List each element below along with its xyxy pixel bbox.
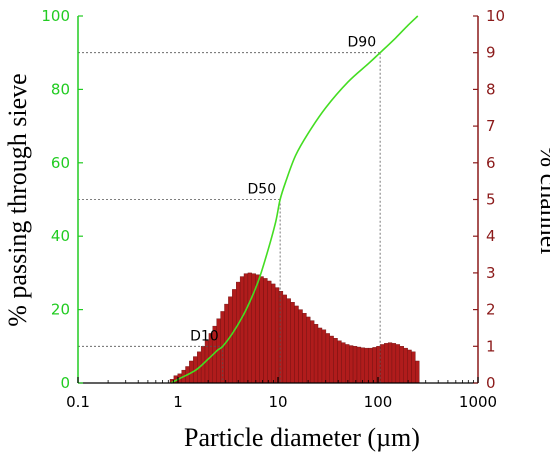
cumulative-line-layer <box>170 15 419 384</box>
bar <box>306 316 311 384</box>
bar <box>286 298 291 384</box>
bar <box>349 345 354 384</box>
bar <box>384 343 389 384</box>
bar <box>271 283 276 384</box>
x-tick-label: 10 <box>268 393 287 411</box>
x-tick-label: 100 <box>364 393 393 411</box>
y-right-tick-label: 8 <box>486 80 496 98</box>
y-right-tick-label: 9 <box>486 44 496 62</box>
y-left-tick-label: 0 <box>60 374 70 392</box>
x-tick-label: 1 <box>173 393 183 411</box>
bar <box>329 335 334 384</box>
bar <box>259 276 264 384</box>
bar <box>310 320 315 384</box>
x-tick-label: 1000 <box>459 393 497 411</box>
y-right-tick-label: 1 <box>486 337 496 355</box>
annotation-label: D90 <box>348 35 377 51</box>
bar <box>403 347 408 384</box>
bar <box>290 302 295 384</box>
x-tick-label: 0.1 <box>66 393 90 411</box>
bar <box>239 276 245 384</box>
bar <box>380 344 385 384</box>
y-right-tick-label: 0 <box>486 374 496 392</box>
bar <box>294 305 299 384</box>
bar <box>345 344 350 384</box>
bar <box>313 324 319 384</box>
bar <box>387 342 393 384</box>
bar <box>298 309 303 384</box>
bar <box>341 342 346 384</box>
bar <box>411 351 416 384</box>
bar <box>407 349 412 384</box>
y-left-tick-label: 40 <box>51 227 70 245</box>
y-left-tick-label: 20 <box>51 301 70 319</box>
bar <box>399 346 404 384</box>
y-right-tick-label: 4 <box>486 227 496 245</box>
bar <box>372 347 377 384</box>
bar <box>395 344 401 384</box>
bar <box>368 347 373 384</box>
annotations-layer: D10 D50 D90 <box>190 35 376 345</box>
y-left-tick-label: 60 <box>51 154 70 172</box>
bar <box>360 347 365 384</box>
y-right-tick-label: 10 <box>486 7 505 25</box>
bar <box>317 327 323 384</box>
y-left-tick-label: 100 <box>41 7 70 25</box>
y-right-tick-label: 2 <box>486 301 496 319</box>
bar <box>352 346 358 384</box>
y-right-tick-label: 3 <box>486 264 496 282</box>
reference-lines <box>78 52 381 383</box>
bar <box>263 278 268 384</box>
bar <box>302 313 307 384</box>
bar <box>267 280 272 384</box>
bar <box>278 291 284 384</box>
cumulative-line <box>170 15 419 384</box>
bar <box>321 329 327 384</box>
y-axis-right-title: % channel <box>535 145 550 254</box>
y-right-tick-label: 7 <box>486 117 496 135</box>
bar <box>333 338 338 384</box>
bar <box>255 274 260 384</box>
bar <box>236 281 241 384</box>
bar <box>415 360 420 384</box>
bar <box>232 289 237 384</box>
annotation-label: D10 <box>190 328 219 344</box>
bar <box>364 347 369 384</box>
bar <box>243 273 249 384</box>
y-right-tick-label: 6 <box>486 154 496 172</box>
y-right-tick-label: 5 <box>486 191 496 209</box>
bar <box>337 340 342 384</box>
bar <box>228 296 233 384</box>
y-axis-left-title: % passing through sieve <box>3 73 32 326</box>
bar <box>391 343 397 384</box>
bar <box>356 346 362 384</box>
y-left-tick-label: 80 <box>51 80 70 98</box>
bar <box>282 294 287 384</box>
bar <box>274 287 280 384</box>
annotation-label: D50 <box>248 182 277 198</box>
bar <box>325 333 330 384</box>
x-axis-title: Particle diameter (µm) <box>184 423 420 452</box>
bar <box>247 272 252 384</box>
